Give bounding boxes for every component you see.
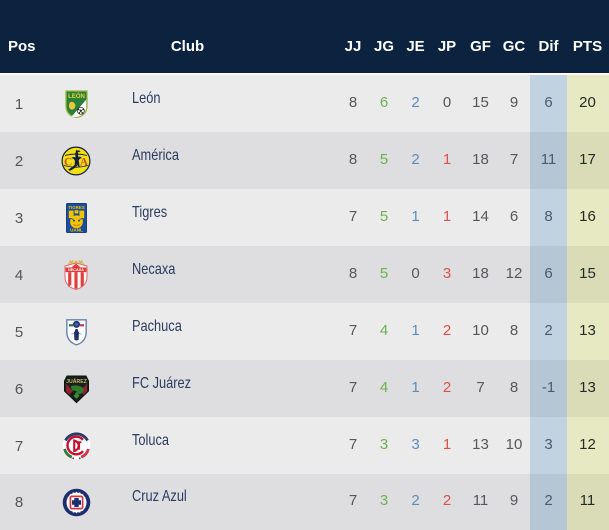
svg-text:C: C xyxy=(64,156,72,168)
svg-text:NECAXA: NECAXA xyxy=(68,268,84,272)
svg-text:UANL: UANL xyxy=(70,227,83,232)
svg-text:TIGRES: TIGRES xyxy=(68,205,84,210)
svg-text:A: A xyxy=(80,156,89,168)
svg-text:JUÁREZ: JUÁREZ xyxy=(66,378,88,385)
svg-text:LEÓN: LEÓN xyxy=(68,92,85,100)
